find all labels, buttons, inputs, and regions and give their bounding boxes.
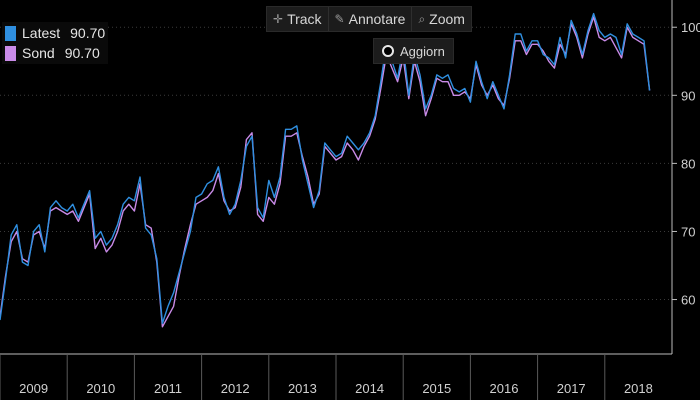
track-button[interactable]: ✛ Track — [267, 7, 329, 31]
series-line-latest — [0, 12, 651, 325]
series-layer — [0, 12, 651, 328]
grid — [0, 26, 672, 301]
x-tick-label: 2015 — [422, 381, 451, 396]
x-tick-label: 2017 — [557, 381, 586, 396]
legend: Latest 90.70 Sond 90.70 — [2, 22, 109, 64]
crosshair-icon: ✛ — [273, 12, 284, 26]
zoom-label: Zoom — [429, 11, 465, 27]
annotate-button[interactable]: ✎ Annotare — [329, 7, 413, 31]
refresh-label: Aggiorn — [400, 43, 445, 59]
y-tick-label: 90 — [681, 88, 695, 103]
y-axis-ticks: 60 70 80 90 100 — [672, 20, 700, 308]
x-tick-label: 2010 — [86, 381, 115, 396]
x-tick-label: 2011 — [154, 381, 182, 396]
x-tick-label: 2014 — [355, 381, 384, 396]
x-tick-label: 2012 — [221, 381, 250, 396]
legend-swatch-latest — [5, 25, 16, 41]
x-tick-label: 2016 — [490, 381, 519, 396]
legend-swatch-sond — [5, 45, 16, 61]
x-tick-label: 2013 — [288, 381, 317, 396]
x-axis-ticks: 2009 2010 2011 2012 2013 2014 2015 2016 2017 2018 — [0, 354, 653, 400]
chart-toolbar: ✛ Track ✎ Annotare ⌕ Zoom — [266, 6, 472, 32]
refresh-button[interactable]: Aggiorn — [373, 38, 454, 64]
legend-value-latest: 90.70 — [70, 25, 106, 41]
legend-label-latest: Latest — [22, 25, 61, 41]
y-tick-label: 80 — [681, 156, 695, 171]
x-tick-label: 2009 — [19, 381, 48, 396]
y-tick-label: 100 — [681, 20, 700, 35]
x-tick-label: 2018 — [624, 381, 653, 396]
y-tick-label: 60 — [681, 293, 695, 308]
annotate-label: Annotare — [348, 11, 406, 27]
legend-item-latest[interactable]: Latest 90.70 — [5, 23, 105, 43]
zoom-button[interactable]: ⌕ Zoom — [412, 7, 471, 31]
legend-value-sond: 90.70 — [64, 45, 100, 61]
y-tick-label: 70 — [681, 224, 695, 239]
legend-item-sond[interactable]: Sond 90.70 — [5, 43, 105, 63]
legend-label-sond: Sond — [22, 45, 55, 61]
refresh-icon — [382, 45, 394, 57]
track-label: Track — [287, 11, 322, 27]
magnifier-icon: ⌕ — [418, 11, 426, 26]
pencil-icon: ✎ — [334, 12, 345, 26]
